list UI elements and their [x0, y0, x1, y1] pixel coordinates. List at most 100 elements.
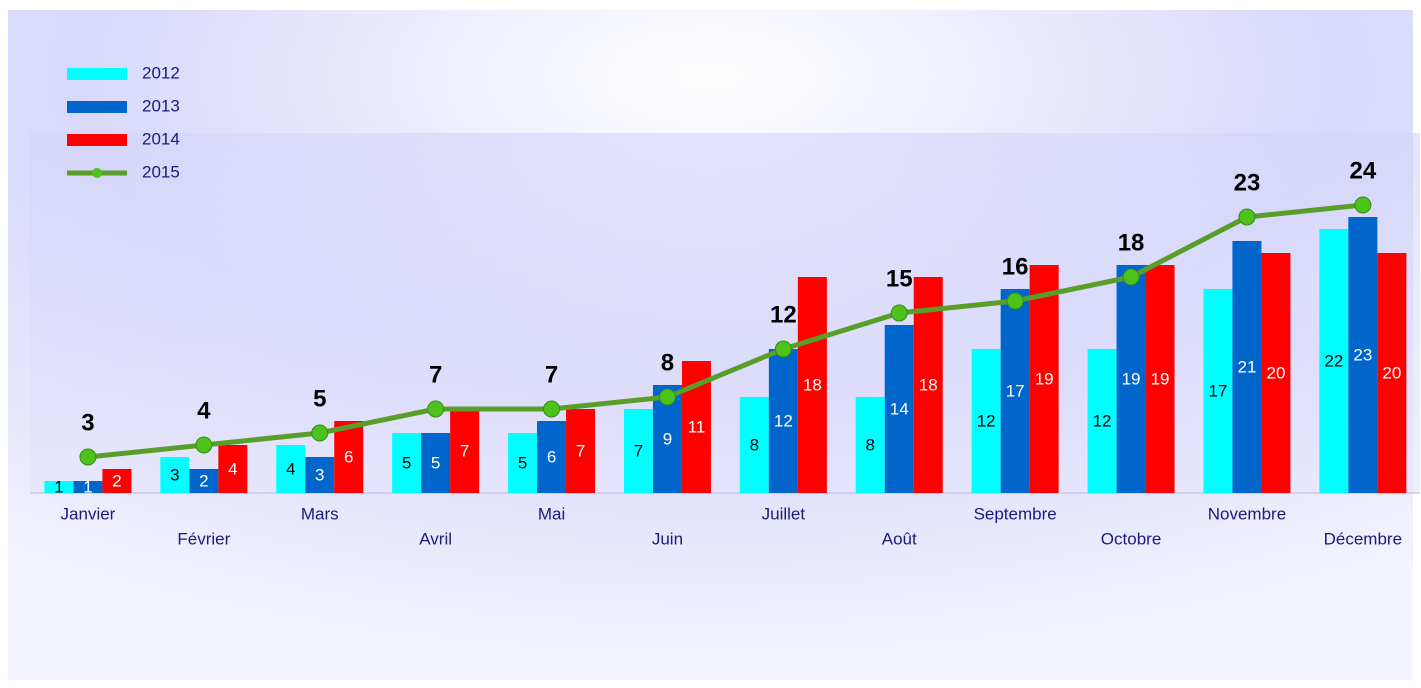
line-value-label: 23: [1234, 169, 1261, 196]
bar: [508, 433, 538, 493]
line-marker: [543, 400, 561, 418]
bar-value-label: 6: [344, 447, 353, 466]
bar-value-label: 9: [663, 429, 672, 448]
bar-value-label: 12: [774, 411, 793, 430]
bar-value-label: 12: [1093, 411, 1112, 430]
bar: [218, 445, 248, 493]
line-marker: [1238, 208, 1256, 226]
bar: [160, 457, 190, 493]
legend-label: 2015: [142, 162, 180, 181]
bar-value-label: 3: [315, 465, 324, 484]
bar-value-label: 8: [750, 435, 759, 454]
bar: [189, 469, 219, 493]
x-tick-label: Août: [882, 529, 917, 548]
x-tick-label: Décembre: [1324, 529, 1402, 548]
bar-value-label: 20: [1266, 363, 1285, 382]
x-tick-label: Mars: [301, 504, 339, 523]
line-marker: [658, 388, 676, 406]
bar: [73, 481, 103, 493]
bar: [971, 349, 1001, 493]
bar-value-label: 23: [1353, 345, 1372, 364]
bar: [44, 481, 74, 493]
bar: [1261, 253, 1291, 493]
bar: [1377, 253, 1407, 493]
bar-value-label: 1: [54, 477, 63, 496]
bar: [421, 433, 451, 493]
bar: [1203, 289, 1233, 493]
bar-value-label: 4: [228, 459, 237, 478]
bar: [1029, 265, 1059, 493]
bar-value-label: 21: [1237, 357, 1256, 376]
line-value-label: 24: [1349, 157, 1376, 184]
line-marker: [79, 448, 97, 466]
bar-value-label: 6: [547, 447, 556, 466]
line-value-label: 16: [1002, 253, 1029, 280]
bar: [739, 397, 769, 493]
line-marker: [195, 436, 213, 454]
x-tick-label: Juin: [652, 529, 683, 548]
bar: [392, 433, 422, 493]
legend-label: 2014: [142, 129, 180, 148]
bar-value-label: 7: [576, 441, 585, 460]
line-value-label: 8: [661, 349, 674, 376]
bar: [276, 445, 306, 493]
line-marker: [1122, 268, 1140, 286]
x-tick-label: Février: [177, 529, 230, 548]
bar-value-label: 11: [688, 417, 706, 436]
legend-swatch: [67, 101, 127, 113]
bar: [102, 469, 132, 493]
line-value-label: 3: [81, 409, 94, 436]
legend-label: 2013: [142, 96, 180, 115]
bar-value-label: 22: [1324, 351, 1343, 370]
bar: [1087, 349, 1117, 493]
bar: [1000, 289, 1030, 493]
bar-value-label: 5: [402, 453, 411, 472]
bar-value-label: 4: [286, 459, 295, 478]
bar-value-label: 12: [977, 411, 996, 430]
bar-value-label: 19: [1151, 369, 1170, 388]
bar-value-label: 18: [803, 375, 822, 394]
line: [87, 202, 1364, 460]
bar: [1232, 241, 1262, 493]
x-tick-label: Octobre: [1101, 529, 1161, 548]
line-value-label: 4: [197, 397, 211, 424]
x-tick-label: Avril: [419, 529, 452, 548]
legend-label: 2012: [142, 63, 180, 82]
bar-value-label: 5: [518, 453, 527, 472]
bar: [1319, 229, 1349, 493]
line-marker: [311, 424, 329, 442]
bar-value-label: 20: [1382, 363, 1401, 382]
x-tick-label: Mai: [538, 504, 565, 523]
x-tick-label: Septembre: [974, 504, 1057, 523]
line-value-label: 7: [545, 361, 558, 388]
legend-swatch: [67, 134, 127, 146]
bar: [334, 421, 364, 493]
bar: [884, 325, 914, 493]
bar-value-label: 1: [83, 477, 92, 496]
line-value-label: 7: [429, 361, 442, 388]
bar-value-label: 2: [112, 471, 121, 490]
bar-value-label: 8: [866, 435, 875, 454]
bar: [566, 409, 596, 493]
bar: [623, 409, 653, 493]
bar: [855, 397, 885, 493]
bar-value-label: 19: [1035, 369, 1054, 388]
bar: [1348, 217, 1378, 493]
x-tick-label: Janvier: [61, 504, 116, 523]
bar-value-label: 7: [634, 441, 643, 460]
line-marker: [1006, 292, 1024, 310]
legend-swatch: [67, 68, 127, 80]
bar-value-label: 2: [199, 471, 208, 490]
bar: [450, 409, 480, 493]
line-marker: [427, 400, 445, 418]
legend-marker: [92, 168, 102, 178]
bar: [1145, 265, 1175, 493]
bar-value-label: 17: [1208, 381, 1227, 400]
bar: [1116, 265, 1146, 493]
x-tick-label: Novembre: [1208, 504, 1286, 523]
line-value-label: 5: [313, 385, 326, 412]
line-marker: [1354, 196, 1372, 214]
bar: [305, 457, 335, 493]
line-marker: [774, 340, 792, 358]
